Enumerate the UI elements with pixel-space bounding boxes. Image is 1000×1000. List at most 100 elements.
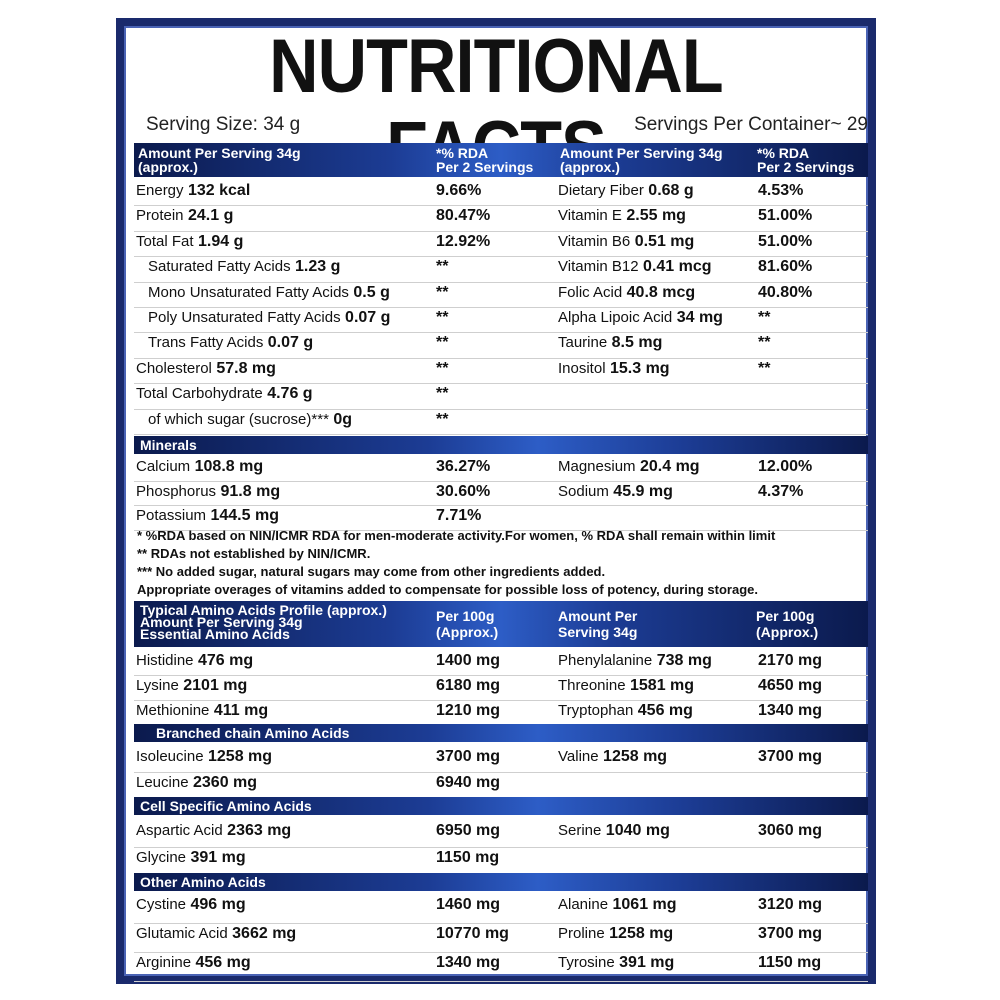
left-item: Calcium 108.8 mg xyxy=(136,458,263,476)
nutrient-amount: 132 kcal xyxy=(183,182,251,199)
nutrient-amount: 0.68 g xyxy=(643,182,694,199)
left-item: Lysine 2101 mg xyxy=(136,677,247,695)
left-item: Cholesterol 57.8 mg xyxy=(136,360,276,378)
table-row: Calcium 108.8 mg 36.27% Magnesium 20.4 mg 1… xyxy=(134,456,868,482)
nutrient-amount: 0g xyxy=(328,410,353,428)
left-item: Total Carbohydrate 4.76 g xyxy=(136,385,313,403)
footnote: *** No added sugar, natural sugars may c… xyxy=(137,564,606,579)
left-item: Cystine 496 mg xyxy=(136,896,246,914)
nutrient-amount: 40.8 mcg xyxy=(622,283,696,301)
bcaa-header: Branched chain Amino Acids xyxy=(134,724,868,742)
left-item: Arginine 456 mg xyxy=(136,954,251,972)
nutrient-name: Cystine xyxy=(136,896,187,913)
nutrient-name: Vitamin E xyxy=(558,207,622,225)
left-value: 6940 mg xyxy=(436,774,501,791)
right-item: Vitamin B6 0.51 mg xyxy=(558,233,694,251)
table-row: Glycine 391 mg 1150 mg xyxy=(134,847,868,875)
left-value: 30.60% xyxy=(436,482,491,500)
nutrient-name: Proline xyxy=(558,925,605,942)
nutrient-amount: 2363 mg xyxy=(222,822,292,839)
table-row: Mono Unsaturated Fatty Acids 0.5 g ** Foli… xyxy=(134,282,868,308)
nutrient-amount: 0.5 g xyxy=(348,283,390,301)
left-value: ** xyxy=(436,410,449,428)
left-item: Phosphorus 91.8 mg xyxy=(136,483,280,501)
table-row: Arginine 456 mg 1340 mg Tyrosine 391 mg 115… xyxy=(134,952,868,982)
table-row: Cholesterol 57.8 mg ** Inositol 15.3 mg ** xyxy=(134,358,868,385)
nutrient-name: Saturated Fatty Acids xyxy=(148,258,291,276)
header-per100-left: Per 100g (Approx.) xyxy=(436,608,499,640)
nutrient-name: Alpha Lipoic Acid xyxy=(558,309,673,326)
minerals-header: Minerals xyxy=(134,436,868,454)
nutrient-name: Cholesterol xyxy=(136,359,212,377)
table-row: Total Carbohydrate 4.76 g ** xyxy=(134,383,868,410)
right-item: Sodium 45.9 mg xyxy=(558,483,673,501)
nutrient-name: Phosphorus xyxy=(136,482,217,500)
right-value: 40.80% xyxy=(758,283,813,301)
left-item: Leucine 2360 mg xyxy=(136,774,257,792)
table-row: Total Fat 1.94 g 12.92% Vitamin B6 0.51 mg… xyxy=(134,231,868,258)
table-row: Leucine 2360 mg 6940 mg xyxy=(134,772,868,799)
right-value: ** xyxy=(758,309,771,326)
nutrient-name: Lysine xyxy=(136,677,179,694)
nutrient-name: Vitamin B6 xyxy=(558,232,631,250)
table-row: Energy 132 kcal 9.66% Dietary Fiber 0.68 g… xyxy=(134,180,868,207)
left-value: 6180 mg xyxy=(436,677,501,694)
nutrient-amount: 108.8 mg xyxy=(190,458,264,475)
header-rda-right: *% RDA Per 2 Servings xyxy=(757,145,855,175)
right-item: Magnesium 20.4 mg xyxy=(558,458,700,476)
nutrient-name: Taurine xyxy=(558,334,608,352)
right-value: 3700 mg xyxy=(758,925,823,942)
left-value: 1150 mg xyxy=(436,849,500,866)
nutrient-name: Magnesium xyxy=(558,458,636,475)
nutrient-amount: 1258 mg xyxy=(203,748,273,765)
nutrient-amount: 91.8 mg xyxy=(216,482,281,500)
nutrient-name: Leucine xyxy=(136,774,189,791)
right-value: 81.60% xyxy=(758,258,813,276)
left-value: 80.47% xyxy=(436,207,491,225)
right-item: Alpha Lipoic Acid 34 mg xyxy=(558,309,723,327)
table-row: Methionine 411 mg 1210 mg Tryptophan 456 m… xyxy=(134,700,868,726)
left-value: ** xyxy=(436,283,449,301)
nutrient-amount: 1258 mg xyxy=(598,748,668,765)
nutrient-name: Vitamin B12 xyxy=(558,258,639,276)
right-item: Tryptophan 456 mg xyxy=(558,702,693,720)
nutrient-name: Potassium xyxy=(136,507,207,524)
nutrient-amount: 391 mg xyxy=(614,954,675,971)
nutrient-amount: 4.76 g xyxy=(262,385,313,403)
right-item: Vitamin E 2.55 mg xyxy=(558,207,686,225)
nutrient-name: Serine xyxy=(558,822,602,839)
right-item: Alanine 1061 mg xyxy=(558,896,677,914)
right-value: 3120 mg xyxy=(758,896,823,913)
nutrient-amount: 15.3 mg xyxy=(605,359,670,377)
nutrient-name: Protein xyxy=(136,207,184,225)
right-value: ** xyxy=(758,359,771,377)
nutrient-amount: 1581 mg xyxy=(625,677,695,694)
left-item: Aspartic Acid 2363 mg xyxy=(136,822,291,840)
nutrient-amount: 2101 mg xyxy=(178,677,248,694)
table-row: of which sugar (sucrose)*** 0g ** xyxy=(134,409,868,435)
nutrient-name: Mono Unsaturated Fatty Acids xyxy=(148,283,349,301)
nutrient-amount: 2.55 mg xyxy=(621,207,686,225)
right-item: Proline 1258 mg xyxy=(558,925,673,943)
left-item: Trans Fatty Acids 0.07 g xyxy=(148,334,313,352)
nutrient-name: Poly Unsaturated Fatty Acids xyxy=(148,309,341,326)
nutrient-name: Total Fat xyxy=(136,232,194,250)
right-item: Inositol 15.3 mg xyxy=(558,360,670,378)
nutrient-amount: 0.07 g xyxy=(340,309,391,326)
nutrient-name: Tyrosine xyxy=(558,954,615,971)
left-value: 36.27% xyxy=(436,458,491,475)
left-value: ** xyxy=(436,258,449,276)
nutrient-name: Threonine xyxy=(558,677,626,694)
right-item: Serine 1040 mg xyxy=(558,822,670,840)
right-item: Valine 1258 mg xyxy=(558,748,667,766)
left-value: 9.66% xyxy=(436,182,482,199)
left-item: Methionine 411 mg xyxy=(136,702,268,720)
left-value: 6950 mg xyxy=(436,822,501,839)
nutrient-name: Histidine xyxy=(136,652,194,669)
nutrient-amount: 3662 mg xyxy=(227,925,297,942)
amino-acids-header: Typical Amino Acids Profile (approx.) Am… xyxy=(134,601,868,647)
nutrient-amount: 2360 mg xyxy=(188,774,258,791)
label-frame xyxy=(116,18,876,984)
nutrient-name: Alanine xyxy=(558,896,609,913)
left-item: Potassium 144.5 mg xyxy=(136,507,279,525)
